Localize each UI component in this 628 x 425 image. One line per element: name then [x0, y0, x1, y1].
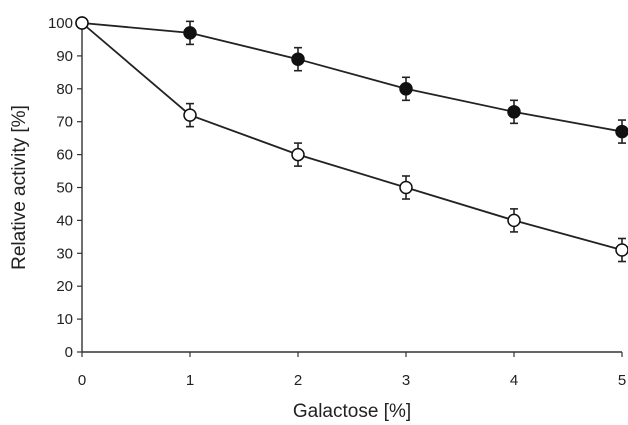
- x-axis: 0 1 2 3 4 5: [78, 351, 626, 389]
- data-point-filled: [183, 26, 197, 40]
- data-point-open: [75, 16, 89, 30]
- data-point-open: [291, 147, 305, 162]
- series-2: [75, 16, 628, 263]
- data-point-filled: [507, 105, 521, 119]
- data-point-filled: [615, 124, 628, 139]
- x-tick-label: 4: [510, 372, 518, 389]
- x-tick-label: 5: [618, 372, 626, 389]
- y-tick-label: 100: [48, 15, 73, 32]
- y-tick-label: 20: [56, 278, 73, 295]
- x-tick-label: 0: [78, 372, 86, 389]
- y-tick-label: 60: [56, 147, 73, 164]
- y-axis-title: Relative activity [%]: [9, 105, 30, 270]
- y-tick-label: 40: [56, 212, 73, 229]
- y-axis: 0 10 20 30 40 50 60 70 80 90 100: [48, 15, 83, 361]
- series-1: [75, 16, 628, 144]
- series-line: [81, 22, 623, 133]
- data-point-open: [507, 213, 521, 228]
- data-point-filled: [291, 52, 305, 66]
- y-tick-label: 0: [65, 344, 73, 361]
- data-point-open: [615, 243, 628, 257]
- y-tick-label: 70: [56, 114, 73, 131]
- x-axis-title: Galactose [%]: [293, 401, 411, 422]
- data-point-open: [183, 108, 197, 122]
- series-line: [81, 22, 623, 251]
- y-tick-label: 30: [56, 245, 73, 262]
- series-layer: [75, 16, 628, 263]
- data-point-open: [399, 180, 413, 195]
- x-tick-label: 2: [294, 372, 302, 389]
- y-tick-label: 80: [56, 81, 73, 98]
- y-tick-label: 10: [56, 311, 73, 328]
- y-tick-label: 90: [56, 48, 73, 65]
- x-tick-label: 3: [402, 372, 410, 389]
- y-tick-label: 50: [56, 180, 73, 197]
- x-tick-label: 1: [186, 372, 194, 389]
- data-point-filled: [399, 82, 413, 96]
